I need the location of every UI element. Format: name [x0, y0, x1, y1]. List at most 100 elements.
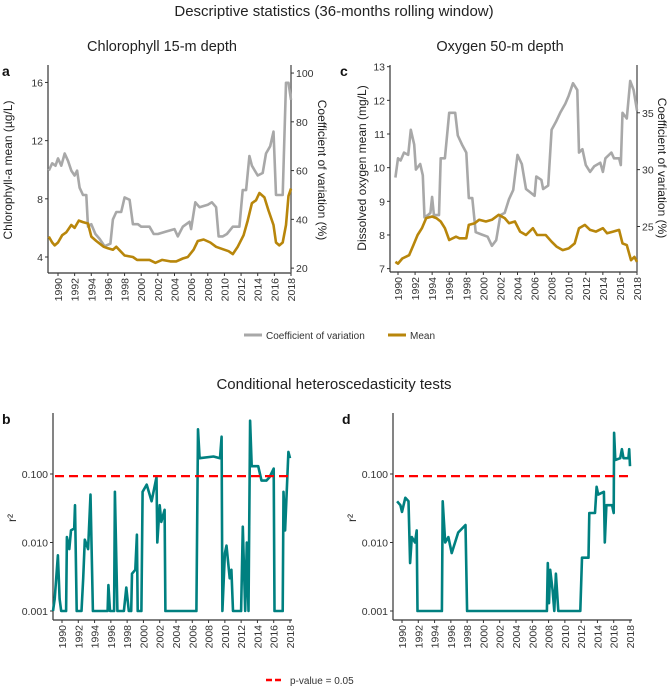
x-tick-label: 1990	[53, 278, 65, 302]
panel-c-title: Oxygen 50-m depth	[436, 39, 563, 55]
x-tick-label: 1998	[122, 625, 134, 649]
x-tick-label: 2000	[478, 277, 490, 301]
y2-tick-label: 40	[296, 214, 308, 226]
x-tick-label: 2004	[170, 278, 182, 302]
series-coefficient-of-variation	[47, 81, 293, 248]
panel-a-y2-label: Coefficient of variation (%)	[315, 100, 329, 241]
x-tick-label: 2006	[527, 625, 539, 649]
x-tick-label: 1990	[57, 625, 69, 649]
x-tick-label: 1994	[86, 278, 98, 302]
x-tick-label: 2016	[615, 277, 627, 301]
x-tick-label: 2014	[592, 625, 604, 649]
x-tick-label: 2002	[495, 277, 507, 301]
x-tick-label: 2004	[171, 625, 183, 649]
legend-pvalue-label: p-value = 0.05	[290, 676, 354, 687]
y-tick-label: 0.010	[22, 538, 48, 550]
panel-a: 1990 1992 1994 1996 1998 2000 2002 2004 2006 2008…	[31, 65, 314, 302]
y-tick-label: 13	[373, 62, 385, 74]
x-tick-label: 2008	[547, 277, 559, 301]
y-tick-label: 11	[374, 129, 385, 141]
series-mean	[394, 213, 639, 265]
x-tick-label: 2006	[187, 625, 199, 649]
series-r2	[51, 419, 292, 613]
x-tick-label: 1996	[103, 278, 115, 302]
y-tick-label: 12	[373, 95, 385, 107]
y2-tick-label: 60	[296, 166, 308, 178]
y-tick-label: 16	[31, 77, 43, 89]
y2-tick-label: 30	[642, 165, 654, 177]
x-tick-label: 2010	[220, 625, 232, 649]
x-tick-label: 2000	[136, 278, 148, 302]
x-tick-label: 2010	[560, 625, 572, 649]
x-tick-label: 2004	[513, 277, 525, 301]
x-tick-label: 2016	[269, 625, 281, 649]
y-tick-label: 9	[379, 196, 385, 208]
x-tick-label: 1994	[430, 625, 442, 649]
y-tick-label: 0.010	[362, 538, 388, 550]
section2-title: Conditional heteroscedasticity tests	[216, 376, 451, 393]
x-tick-label: 2006	[186, 278, 198, 302]
y-tick-label: 0.100	[362, 469, 388, 481]
legend-bottom: p-value = 0.05	[266, 676, 354, 687]
x-tick-label: 2010	[219, 278, 231, 302]
panel-a-title: Chlorophyll 15-m depth	[87, 39, 237, 55]
x-tick-label: 2002	[155, 625, 167, 649]
legend-top: Coefficient of variation Mean	[244, 331, 435, 342]
x-tick-label: 2012	[236, 625, 248, 649]
x-tick-label: 2008	[204, 625, 216, 649]
x-tick-label: 1996	[446, 625, 458, 649]
x-tick-label: 1990	[397, 625, 409, 649]
x-tick-label: 2018	[286, 278, 298, 302]
panel-c-y2-label: Coefficient of variation (%)	[655, 98, 669, 239]
y2-tick-label: 35	[642, 108, 654, 120]
x-tick-label: 2016	[609, 625, 621, 649]
panel-d: 1990 1992 1994 1996 1998 2000 2002 2004 2006 2008…	[362, 413, 637, 648]
y-tick-label: 4	[37, 252, 43, 264]
y-tick-label: 10	[373, 163, 385, 175]
x-tick-label: 2012	[581, 277, 593, 301]
panel-d-letter: d	[342, 411, 351, 427]
x-tick-label: 2000	[478, 625, 490, 649]
legend-cv-label: Coefficient of variation	[266, 331, 365, 342]
x-tick-label: 1998	[120, 278, 132, 302]
x-tick-label: 2018	[632, 277, 644, 301]
x-tick-label: 2018	[285, 625, 297, 649]
x-tick-label: 1998	[461, 277, 473, 301]
figure-title: Descriptive statistics (36-months rollin…	[174, 3, 493, 20]
x-tick-label: 1998	[462, 625, 474, 649]
y2-tick-label: 20	[296, 263, 308, 275]
y-tick-label: 7	[379, 264, 385, 276]
panel-d-y-label: r²	[345, 514, 359, 522]
x-tick-label: 2012	[576, 625, 588, 649]
x-tick-label: 1990	[393, 277, 405, 301]
series-mean	[47, 188, 293, 265]
panel-c-letter: c	[340, 63, 348, 79]
y2-tick-label: 25	[642, 222, 654, 234]
legend-mean-label: Mean	[410, 331, 435, 342]
x-tick-label: 2008	[544, 625, 556, 649]
x-tick-label: 1996	[444, 277, 456, 301]
y2-tick-label: 80	[296, 117, 308, 129]
x-tick-label: 2006	[530, 277, 542, 301]
x-tick-label: 1996	[106, 625, 118, 649]
y-tick-label: 0.001	[362, 606, 388, 618]
x-tick-label: 2008	[203, 278, 215, 302]
series-coefficient-of-variation	[394, 79, 639, 248]
panel-b: 1990 1992 1994 1996 1998 2000 2002 2004 2006 2008…	[22, 413, 297, 648]
x-tick-label: 1992	[70, 278, 82, 302]
x-tick-label: 2002	[153, 278, 165, 302]
x-tick-label: 1994	[90, 625, 102, 649]
x-tick-label: 2000	[138, 625, 150, 649]
x-tick-label: 2018	[625, 625, 637, 649]
x-tick-label: 1992	[73, 625, 85, 649]
x-tick-label: 1994	[427, 277, 439, 301]
y-tick-label: 0.001	[22, 606, 48, 618]
y-tick-label: 8	[379, 230, 385, 242]
y-tick-label: 0.100	[22, 469, 48, 481]
panel-a-letter: a	[2, 63, 10, 79]
x-tick-label: 2014	[598, 277, 610, 301]
y-tick-label: 12	[31, 136, 43, 148]
x-tick-label: 1992	[410, 277, 422, 301]
x-tick-label: 1992	[413, 625, 425, 649]
x-tick-label: 2014	[253, 278, 265, 302]
